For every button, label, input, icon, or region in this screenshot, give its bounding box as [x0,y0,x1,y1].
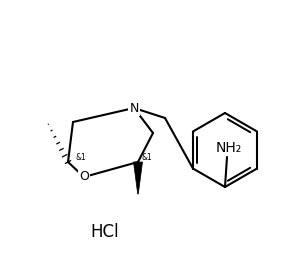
Text: N: N [129,101,139,114]
Polygon shape [134,162,142,194]
Text: HCl: HCl [91,223,119,241]
Text: O: O [79,170,89,183]
Text: &1: &1 [141,153,152,162]
Text: &1: &1 [75,153,86,162]
Text: NH₂: NH₂ [216,141,242,155]
